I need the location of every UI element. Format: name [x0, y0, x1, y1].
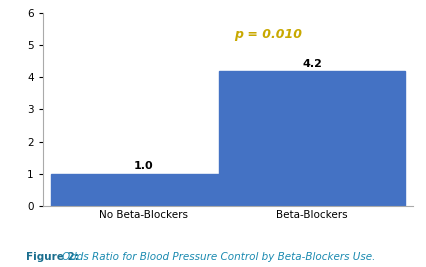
Bar: [219, 71, 405, 206]
Bar: [51, 174, 236, 206]
Text: Figure 2:: Figure 2:: [26, 252, 82, 262]
Text: 4.2: 4.2: [302, 59, 322, 69]
Text: 1.0: 1.0: [134, 161, 153, 171]
Text: Odds Ratio for Blood Pressure Control by Beta-Blockers Use.: Odds Ratio for Blood Pressure Control by…: [62, 252, 375, 262]
Text: p = 0.010: p = 0.010: [234, 28, 302, 41]
